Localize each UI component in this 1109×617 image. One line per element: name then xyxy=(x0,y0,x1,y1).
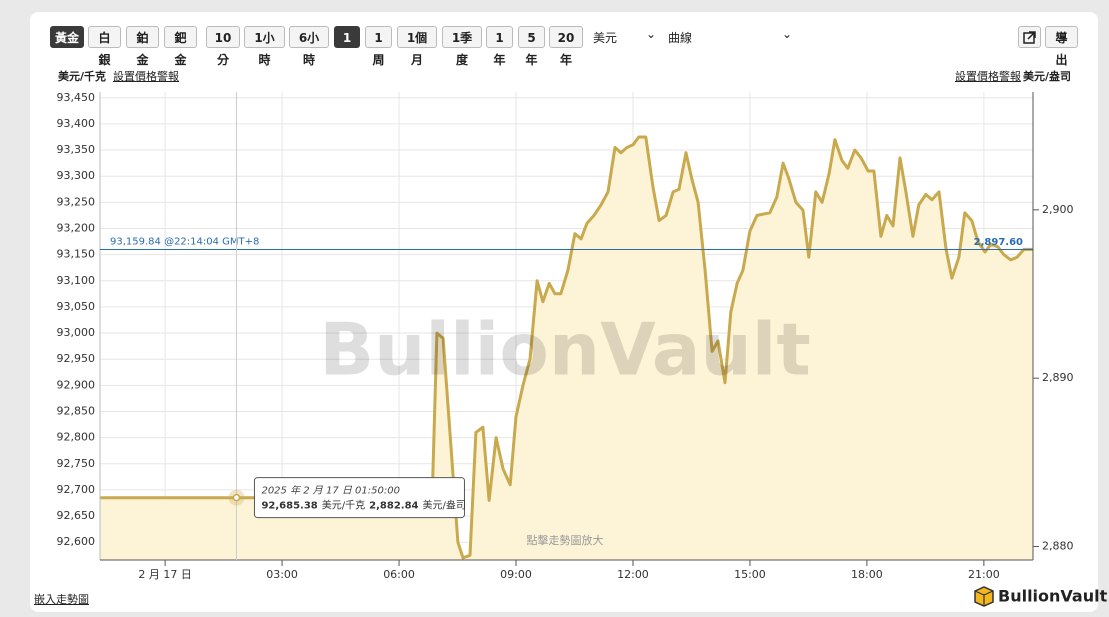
period-button[interactable]: 1小時 xyxy=(244,26,285,67)
period-button[interactable]: 1個月 xyxy=(397,26,437,67)
x-tick-label: 06:00 xyxy=(383,568,415,581)
tooltip-y2-unit: 美元/盎司 xyxy=(423,499,466,512)
y-tick-label: 93,250 xyxy=(57,195,96,208)
logo-text: BullionVault xyxy=(998,587,1108,606)
zoom-hint: 點擊走勢圖放大 xyxy=(527,533,604,547)
open-external-button[interactable] xyxy=(1018,26,1041,48)
y-tick-label: 93,050 xyxy=(57,300,96,313)
alert-link[interactable]: 設置價格警報 xyxy=(955,70,1021,83)
period-button[interactable]: 6小時 xyxy=(289,26,329,67)
period-button[interactable]: 10分 xyxy=(206,26,240,67)
y2-tick-label: 2,890 xyxy=(1042,371,1074,384)
period-button[interactable]: 5年 xyxy=(518,26,545,67)
current-price-y2-label: 2,897.60 xyxy=(974,237,1023,248)
watermark: BullionVault xyxy=(319,308,811,392)
y-tick-label: 92,700 xyxy=(57,483,96,496)
tooltip-time: 2025 年 2 月 17 日 01:50:00 xyxy=(261,485,400,497)
current-price-label: 93,159.84 @22:14:04 GMT+8 xyxy=(110,236,259,247)
tooltip-value-label: 92,685.38 xyxy=(261,501,317,512)
y-tick-label: 93,100 xyxy=(57,274,96,287)
x-tick-label: 21:00 xyxy=(968,568,1000,581)
tooltip-unit: 美元/千克 xyxy=(322,499,365,512)
area xyxy=(100,137,1033,560)
export-button[interactable]: 導出 xyxy=(1045,26,1078,67)
period-button[interactable]: 1季度 xyxy=(442,26,482,67)
period-button[interactable]: 1周 xyxy=(365,26,392,67)
y2-tick-label: 2,900 xyxy=(1042,203,1074,216)
metal-button[interactable]: 白銀 xyxy=(88,26,121,67)
metal-button[interactable]: 鈀金 xyxy=(164,26,197,67)
metal-button[interactable]: 黃金 xyxy=(50,26,84,48)
y-tick-label: 93,350 xyxy=(57,143,96,156)
period-button[interactable]: 1年 xyxy=(486,26,513,67)
x-tick-label: 2 月 17 日 xyxy=(138,568,192,581)
metal-button[interactable]: 鉑金 xyxy=(126,26,159,67)
y-tick-label: 92,800 xyxy=(57,431,96,444)
y-tick-label: 92,600 xyxy=(57,535,96,548)
x-tick-label: 18:00 xyxy=(851,568,883,581)
y-tick-label: 92,650 xyxy=(57,509,96,522)
embed-link[interactable]: 嵌入走勢圖 xyxy=(34,593,89,606)
unit-right: 美元/盎司 xyxy=(1023,70,1072,83)
x-tick-label: 15:00 xyxy=(734,568,766,581)
alert-link[interactable]: 設置價格警報 xyxy=(113,70,179,83)
y-tick-label: 92,850 xyxy=(57,404,96,417)
style-select[interactable]: 曲線 xyxy=(664,24,796,48)
x-tick-label: 12:00 xyxy=(617,568,649,581)
y-tick-label: 93,200 xyxy=(57,221,96,234)
y-tick-label: 93,400 xyxy=(57,117,96,130)
y-tick-label: 92,900 xyxy=(57,378,96,391)
tooltip-y2-label: 2,882.84 xyxy=(369,501,418,512)
y-tick-label: 92,950 xyxy=(57,352,96,365)
period-button[interactable]: 1天 xyxy=(334,26,360,67)
y2-tick-label: 2,880 xyxy=(1042,540,1074,553)
y-tick-label: 93,150 xyxy=(57,248,96,261)
logo-cube-edge xyxy=(974,590,994,606)
period-button[interactable]: 20年 xyxy=(549,26,583,67)
y-tick-label: 93,450 xyxy=(57,91,96,104)
currency-select[interactable]: 美元 xyxy=(589,24,660,48)
external-icon xyxy=(1023,31,1036,44)
logo: BullionVault xyxy=(974,586,1108,607)
tooltip-box xyxy=(253,477,465,519)
tooltip-values: 92,685.38 美元/千克 2,882.84 美元/盎司 xyxy=(261,499,465,512)
y-tick-label: 92,750 xyxy=(57,457,96,470)
y-tick-label: 93,300 xyxy=(57,169,96,182)
unit-left: 美元/千克 xyxy=(58,70,107,83)
price-line xyxy=(100,135,1033,560)
hover-point xyxy=(232,493,241,502)
x-tick-label: 09:00 xyxy=(500,568,532,581)
x-tick-label: 03:00 xyxy=(266,568,298,581)
y-tick-label: 93,000 xyxy=(57,326,96,339)
